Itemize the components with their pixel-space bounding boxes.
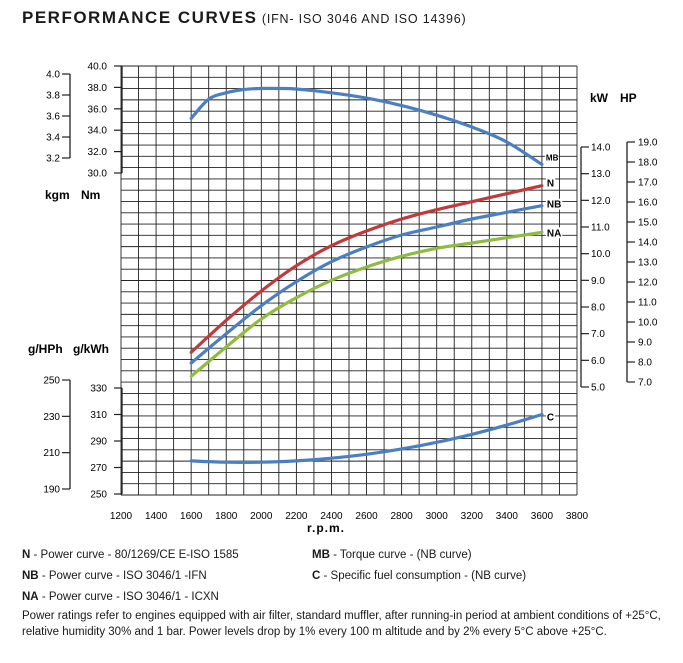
nm-axis-tick-label: 36.0 (88, 104, 108, 115)
series-line-n (189, 184, 544, 354)
series-label-bg (545, 411, 556, 423)
kw-axis-tick-label: 12.0 (591, 196, 611, 207)
x-tick-label: 2800 (390, 511, 413, 522)
legend-item-mb: MB - Torque curve - (NB curve) (312, 548, 472, 561)
x-tick-label: 2000 (250, 511, 273, 522)
legend-row: N - Power curve - 80/1269/CE E-ISO 1585 … (22, 544, 672, 565)
series-label-bg (545, 227, 563, 239)
kw-axis-label: kW (590, 91, 609, 105)
gkwh-axis-tick-label: 270 (90, 463, 107, 474)
series-label-nb: NB (547, 200, 561, 211)
nm-axis-tick-label: 30.0 (88, 169, 108, 180)
hp-axis-tick-label: 13.0 (638, 258, 658, 269)
kgm-axis-tick-label: 4.0 (46, 70, 60, 81)
legend-row: NB - Power curve - ISO 3046/1 -IFN C - S… (22, 565, 672, 586)
series-line-mb (189, 86, 544, 166)
hp-axis-tick-label: 15.0 (638, 218, 658, 229)
series-label-n: N (547, 179, 554, 190)
series-line-nb (189, 204, 544, 365)
ghph-axis-tick-label: 210 (43, 448, 60, 459)
chart-subtitle: (IFN- ISO 3046 AND ISO 14396) (261, 12, 467, 26)
kw-axis-tick-label: 11.0 (591, 223, 610, 234)
hp-axis-tick-label: 19.0 (638, 138, 658, 149)
chart-title: PERFORMANCE CURVES (22, 8, 258, 27)
legend-item-nb: NB - Power curve - ISO 3046/1 -IFN (22, 569, 207, 582)
series-label-mb: MB (546, 153, 559, 162)
series-label-bg (544, 153, 559, 163)
series-label-c: C (547, 413, 554, 424)
nm-axis-label: Nm (81, 188, 100, 202)
kgm-axis-tick-label: 3.4 (46, 133, 60, 144)
series-line-na (189, 230, 544, 378)
x-tick-label: 1200 (110, 511, 133, 522)
hp-axis-tick-label: 16.0 (638, 198, 658, 209)
x-tick-label: 3400 (496, 511, 519, 522)
x-tick-label: 3200 (461, 511, 484, 522)
nm-axis-tick-label: 40.0 (88, 62, 108, 73)
gkwh-axis-label: g/kWh (73, 342, 109, 356)
chart-title-block: PERFORMANCE CURVES (IFN- ISO 3046 AND IS… (22, 8, 466, 28)
kw-axis-tick-label: 6.0 (591, 356, 605, 367)
kw-axis-tick-label: 7.0 (591, 329, 605, 340)
kw-axis-tick-label: 8.0 (591, 303, 605, 314)
hp-axis-tick-label: 18.0 (638, 158, 658, 169)
legend-row: NA - Power curve - ISO 3046/1 - ICXN (22, 586, 672, 607)
hp-axis-tick-label: 9.0 (638, 338, 652, 349)
nm-axis-tick-label: 32.0 (88, 147, 108, 158)
hp-axis-tick-label: 11.0 (638, 298, 657, 309)
x-tick-label: 2400 (320, 511, 343, 522)
kw-axis-tick-label: 13.0 (591, 169, 611, 180)
series-label-bg (545, 177, 556, 189)
kgm-axis-tick-label: 3.8 (46, 91, 60, 102)
x-tick-label: 3600 (531, 511, 554, 522)
hp-axis-tick-label: 7.0 (638, 378, 652, 389)
hp-axis-tick-label: 14.0 (638, 238, 658, 249)
ghph-axis-tick-label: 230 (43, 412, 60, 423)
x-tick-label: 1600 (180, 511, 203, 522)
legend-item-c: C - Specific fuel consumption - (NB curv… (312, 569, 527, 582)
nm-axis-tick-label: 34.0 (88, 126, 108, 137)
performance-chart: 1200 1400 1600 1800 2000 2200 2400 2600 2800 3000… (28, 62, 658, 536)
gkwh-axis-tick-label: 310 (90, 410, 107, 421)
gkwh-axis-tick-label: 250 (90, 490, 107, 501)
kgm-axis-tick-label: 3.2 (46, 154, 60, 165)
hp-axis-tick-label: 17.0 (638, 178, 658, 189)
hp-axis-tick-label: 8.0 (638, 358, 652, 369)
hp-axis-tick-label: 10.0 (638, 318, 658, 329)
nm-axis-tick-label: 38.0 (88, 83, 108, 94)
x-tick-label: 2600 (355, 511, 378, 522)
ghph-axis-label: g/HPh (28, 342, 63, 356)
x-tick-label: 1400 (145, 511, 168, 522)
hp-axis-label: HP (620, 91, 637, 105)
x-axis-label: r.p.m. (307, 521, 345, 535)
ghph-axis-tick-label: 250 (43, 376, 60, 387)
series-label-bg (545, 198, 563, 210)
gkwh-axis-tick-label: 330 (90, 384, 107, 395)
hp-axis-tick-label: 12.0 (638, 278, 658, 289)
kgm-axis-tick-label: 3.6 (46, 112, 60, 123)
footnote: Power ratings refer to engines equipped … (22, 610, 661, 638)
kgm-axis-label: kgm (45, 188, 70, 202)
legend-item-n: N - Power curve - 80/1269/CE E-ISO 1585 (22, 548, 239, 561)
series-label-na: NA (547, 228, 561, 239)
kw-axis-tick-label: 10.0 (591, 249, 611, 260)
x-tick-label: 2200 (285, 511, 308, 522)
x-tick-label: 3000 (426, 511, 449, 522)
gkwh-axis-tick-label: 290 (90, 437, 107, 448)
kw-axis-tick-label: 14.0 (591, 143, 611, 154)
legend-item-na: NA - Power curve - ISO 3046/1 - ICXN (22, 590, 219, 603)
series-line-c (189, 412, 544, 464)
x-tick-label: 1800 (215, 511, 238, 522)
kw-axis-tick-label: 9.0 (591, 276, 605, 287)
ghph-axis-tick-label: 190 (43, 485, 60, 496)
x-tick-label: 3800 (566, 511, 589, 522)
kw-axis-tick-label: 5.0 (591, 383, 605, 394)
legend: N - Power curve - 80/1269/CE E-ISO 1585 … (22, 544, 672, 607)
